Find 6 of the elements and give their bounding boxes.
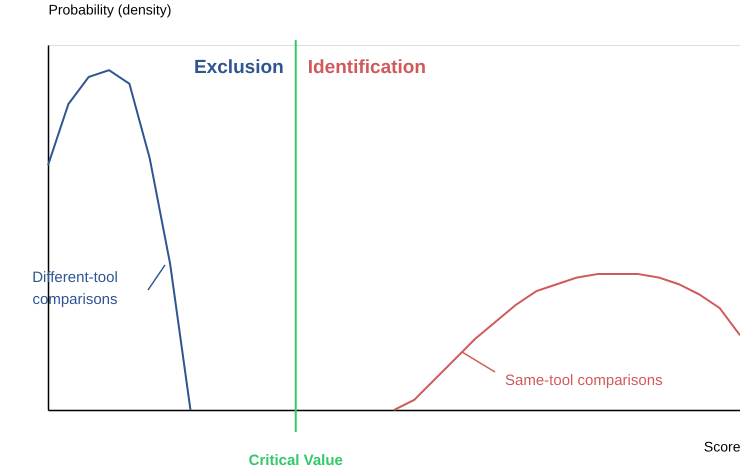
y-axis-title: Probability (density) — [48, 2, 172, 18]
annotation: Identification — [308, 57, 426, 78]
text: Critical Value — [248, 452, 343, 469]
text: Same-tool comparisons — [505, 372, 663, 389]
annotation: Exclusion — [194, 57, 284, 78]
x-axis-title: Score — [704, 438, 740, 454]
